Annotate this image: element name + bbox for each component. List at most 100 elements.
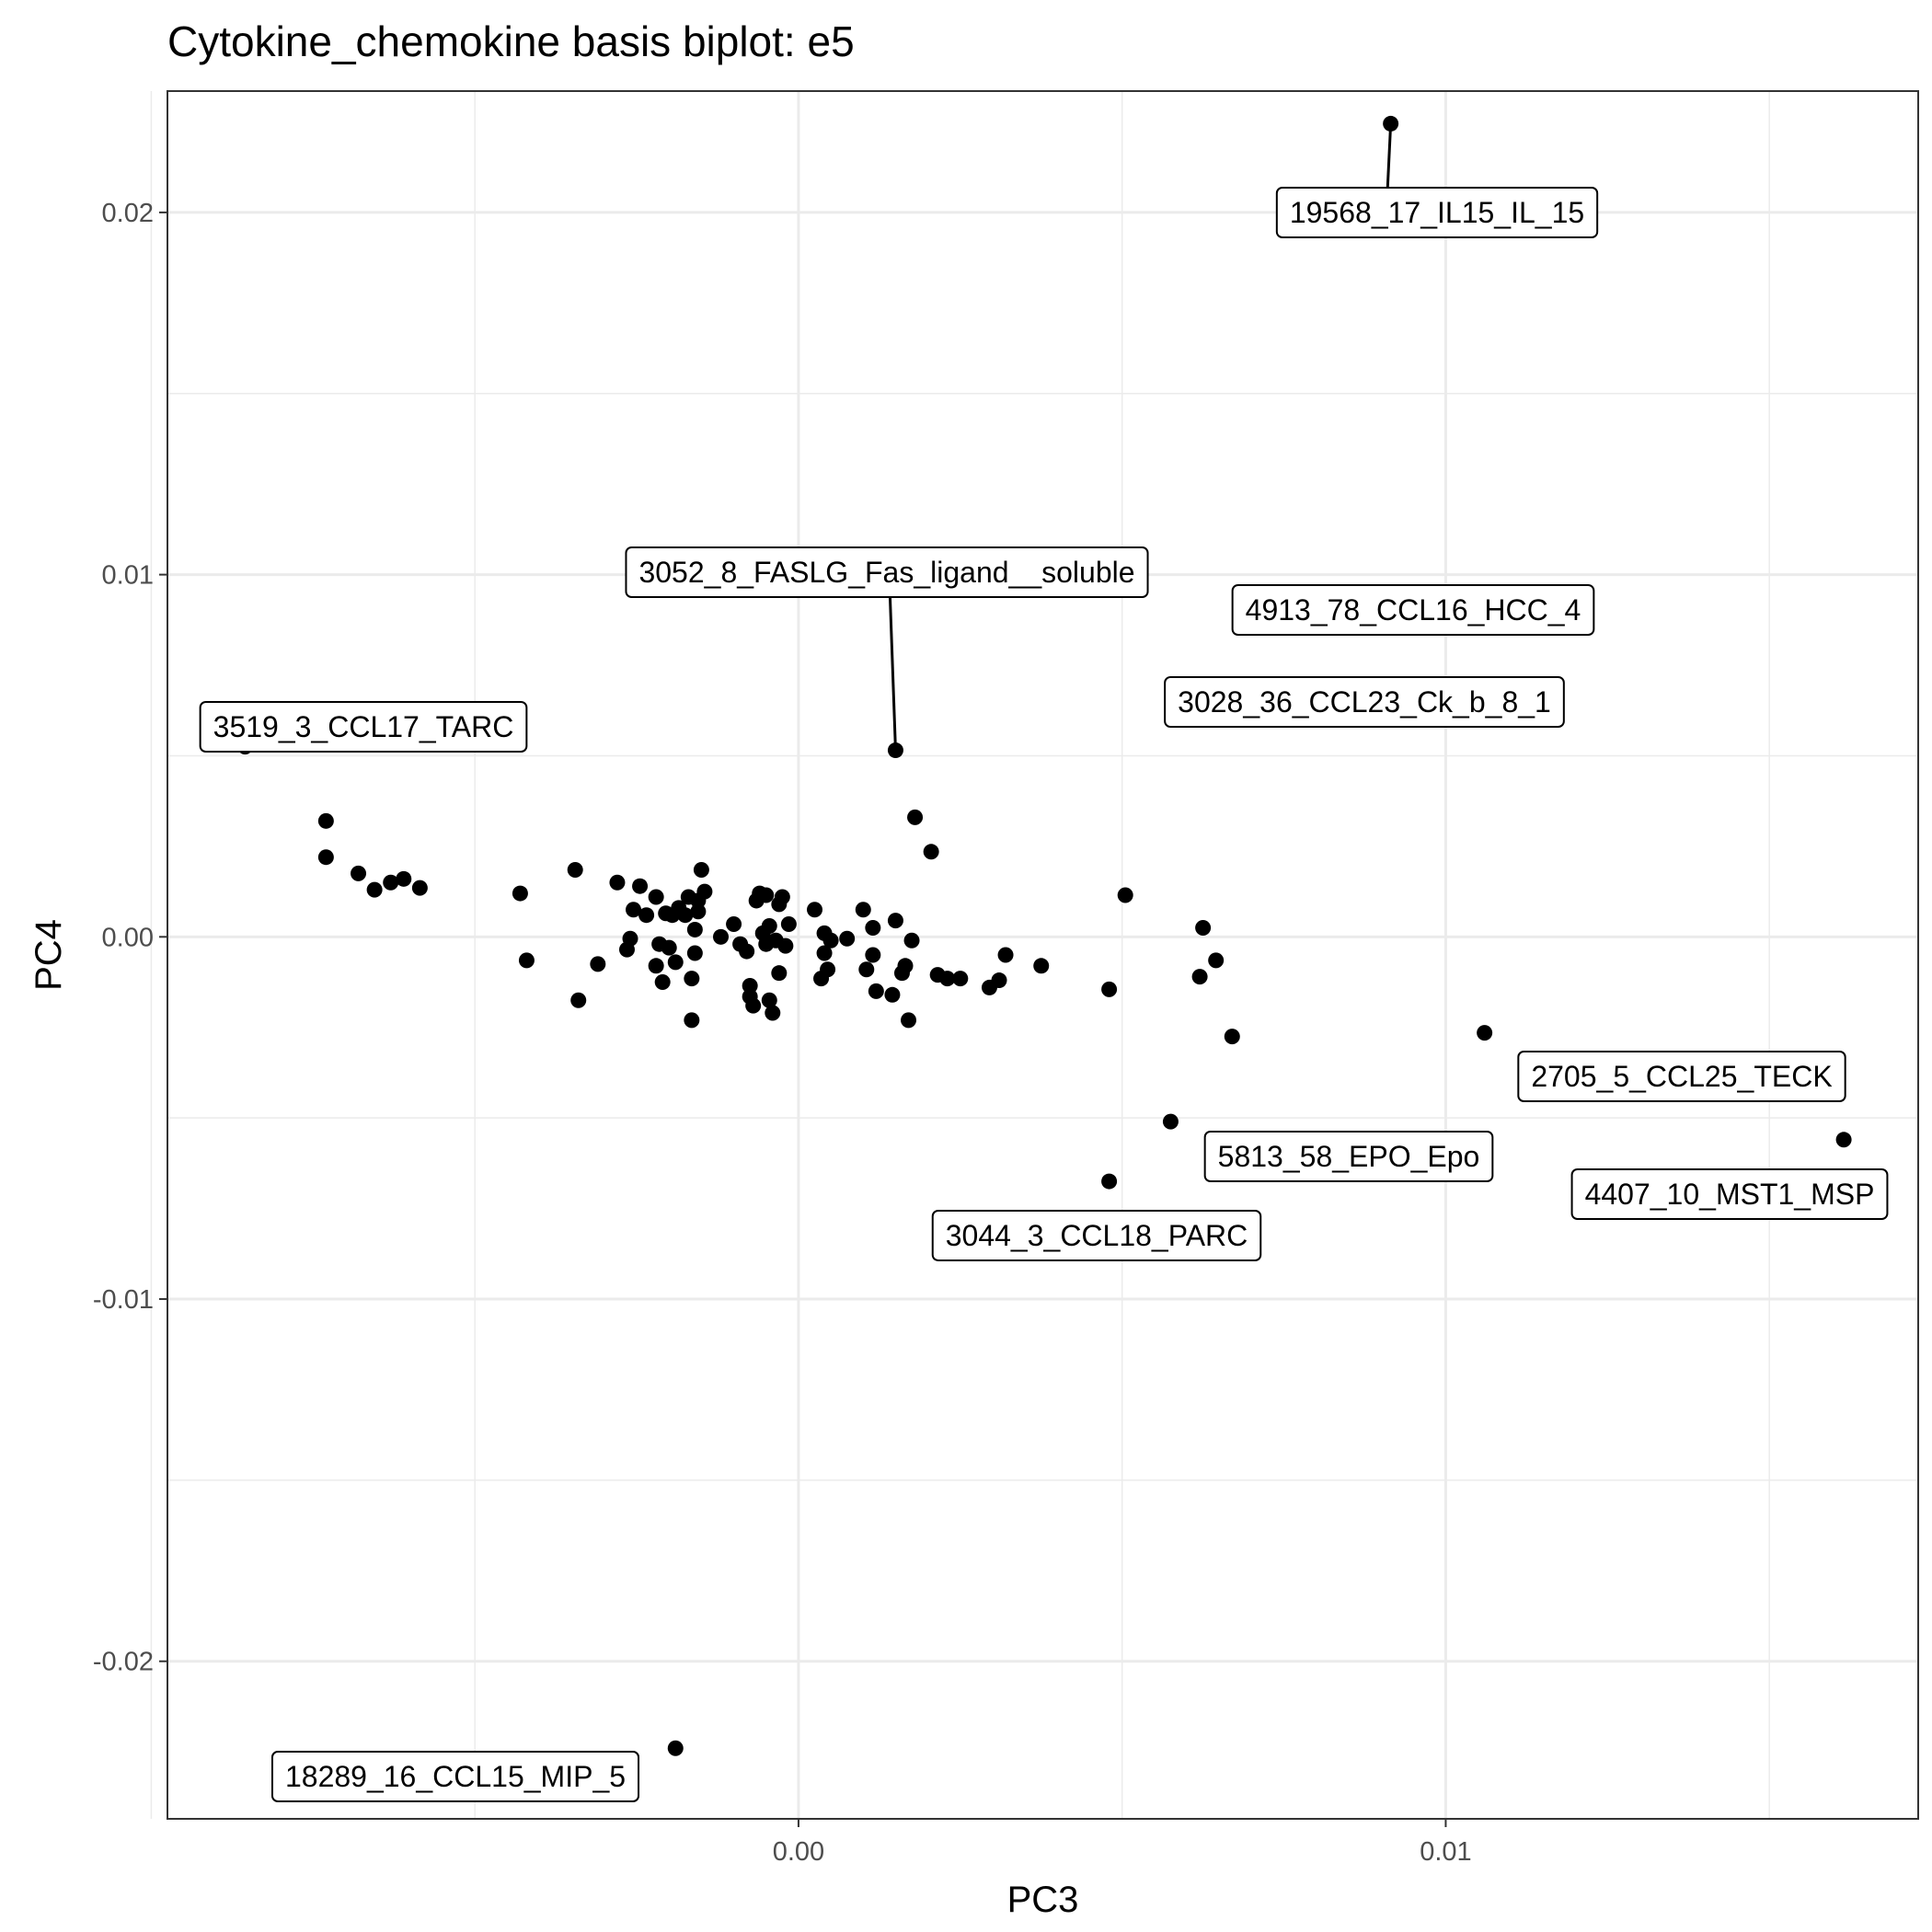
data-point xyxy=(726,916,742,933)
y-tick-label: -0.01 xyxy=(93,1285,154,1315)
grid-minor xyxy=(150,91,1918,1819)
data-point xyxy=(897,958,914,974)
panel-border xyxy=(167,90,1919,1820)
chart-title: Cytokine_chemokine basis biplot: e5 xyxy=(167,17,855,65)
data-point xyxy=(351,865,367,881)
point-label-text: 3044_3_CCL18_PARC xyxy=(946,1219,1248,1252)
y-tick-label: 0.02 xyxy=(102,199,154,228)
point-label-box xyxy=(931,1210,1262,1261)
point-label-text: 4913_78_CCL16_HCC_4 xyxy=(1246,593,1581,627)
data-point-labeled xyxy=(1383,115,1399,132)
data-point xyxy=(686,921,703,937)
data-point xyxy=(512,885,528,902)
data-point xyxy=(686,945,703,961)
data-point xyxy=(1208,952,1225,969)
data-point xyxy=(622,930,638,947)
y-tick-label: -0.02 xyxy=(93,1648,154,1677)
data-point xyxy=(411,880,428,896)
data-point xyxy=(761,918,777,935)
data-point xyxy=(693,861,709,878)
data-point xyxy=(567,861,583,878)
data-point xyxy=(771,965,788,982)
data-point xyxy=(901,1012,917,1029)
data-point xyxy=(626,902,642,918)
data-point xyxy=(884,986,901,1003)
axis-ticks: 0.00 0.01 0.02 0.01 0.00 -0.01 -0.02 xyxy=(93,199,1472,1867)
data-point-labeled xyxy=(887,742,903,759)
data-point xyxy=(742,977,758,994)
point-label-text: 2705_5_CCL25_TECK xyxy=(1531,1060,1832,1093)
data-point xyxy=(865,947,881,963)
data-point xyxy=(684,1012,700,1029)
point-label-box xyxy=(199,701,528,753)
data-point xyxy=(907,809,924,825)
x-axis-title: PC3 xyxy=(1007,1880,1079,1920)
point-label-text: 3519_3_CCL17_TARC xyxy=(213,710,514,743)
data-point xyxy=(677,907,694,924)
data-point xyxy=(696,883,713,900)
y-tick-label: 0.01 xyxy=(102,561,154,591)
data-point xyxy=(1191,969,1208,985)
data-point xyxy=(609,874,626,891)
point-label-text: 5813_58_EPO_Epo xyxy=(1218,1140,1480,1173)
data-point xyxy=(923,844,939,860)
data-point xyxy=(383,874,399,891)
data-point xyxy=(690,903,707,920)
data-point xyxy=(855,902,871,918)
data-point xyxy=(1224,1029,1240,1045)
grid-major xyxy=(167,91,1918,1819)
data-point xyxy=(1117,887,1133,903)
data-point xyxy=(667,954,684,971)
point-label-box xyxy=(270,1751,640,1802)
data-point xyxy=(638,907,655,924)
data-point xyxy=(780,916,797,933)
data-point xyxy=(777,937,794,954)
data-point xyxy=(366,881,383,898)
data-point xyxy=(654,974,671,991)
data-point xyxy=(518,952,535,969)
data-point xyxy=(997,947,1014,963)
data-point-labeled xyxy=(1835,1132,1852,1148)
data-point xyxy=(396,870,412,887)
label-connector xyxy=(888,596,897,751)
data-point xyxy=(761,992,777,1008)
data-point xyxy=(317,849,334,866)
data-point xyxy=(887,913,903,929)
y-axis-title: PC4 xyxy=(29,919,69,991)
point-label-box xyxy=(1570,1168,1889,1220)
data-point-labeled xyxy=(1162,1113,1179,1130)
data-point xyxy=(822,932,839,949)
data-point xyxy=(868,983,884,999)
data-point xyxy=(991,972,1007,989)
data-point xyxy=(952,971,969,987)
data-point xyxy=(903,932,920,949)
point-label-text: 3052_8_FASLG_Fas_ligand__soluble xyxy=(638,556,1134,589)
point-label-text: 19568_17_IL15_IL_15 xyxy=(1290,196,1584,229)
data-point xyxy=(570,992,587,1008)
data-point xyxy=(807,902,823,918)
data-point xyxy=(739,943,755,960)
data-point xyxy=(820,961,836,978)
x-tick-label: 0.01 xyxy=(1420,1837,1471,1867)
point-label-box xyxy=(1164,676,1565,728)
data-point xyxy=(632,878,649,894)
data-point-labeled xyxy=(667,1740,684,1756)
data-point-labeled xyxy=(1101,1173,1118,1190)
point-label-box xyxy=(625,546,1149,598)
data-point xyxy=(684,971,700,987)
data-point xyxy=(745,997,762,1014)
data-point xyxy=(774,889,790,905)
data-point xyxy=(648,958,664,974)
data-point xyxy=(648,889,664,905)
data-point xyxy=(765,1005,781,1021)
point-label-text: 3028_36_CCL23_Ck_b_8_1 xyxy=(1178,685,1551,719)
x-tick-label: 0.00 xyxy=(773,1837,824,1867)
data-point xyxy=(317,812,334,829)
point-label-box xyxy=(1231,584,1595,636)
data-point xyxy=(1101,981,1118,997)
data-point xyxy=(758,887,775,903)
y-tick-label: 0.00 xyxy=(102,923,154,952)
point-label-text: 18289_16_CCL15_MIP_5 xyxy=(285,1760,626,1793)
point-label-box xyxy=(1275,187,1599,238)
